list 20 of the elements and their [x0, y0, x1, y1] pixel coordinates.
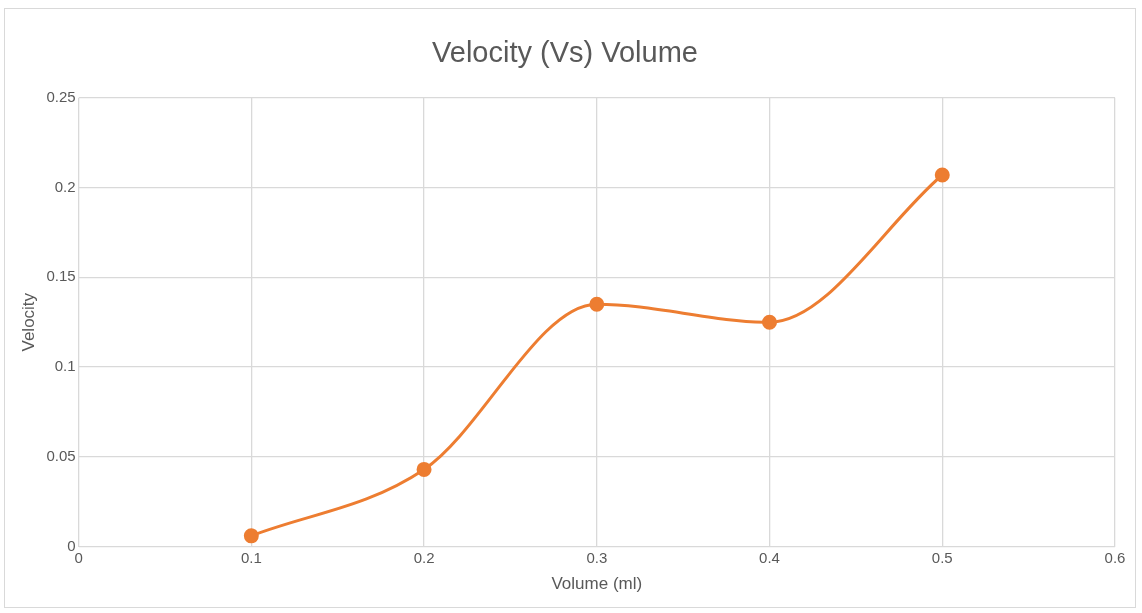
point — [589, 296, 605, 312]
x-tick-label: 0.2 — [413, 548, 435, 566]
x-tick-label: 0.5 — [931, 548, 953, 566]
x-tick-label: 0.1 — [240, 548, 262, 566]
y-tick-label: 0.15 — [46, 267, 76, 285]
chart-title: Velocity (Vs) Volume — [432, 36, 698, 69]
y-tick-label: 0.05 — [46, 446, 76, 464]
point — [762, 314, 778, 330]
x-tick-label: 0.3 — [586, 548, 608, 566]
y-tick-label: 0 — [67, 536, 76, 554]
x-tick-label: 0.4 — [759, 548, 780, 566]
y-tick-label: 0.1 — [54, 357, 76, 375]
point — [416, 461, 432, 477]
y-tick-label: 0.25 — [46, 87, 76, 105]
x-tick-label: 0.6 — [1104, 548, 1126, 566]
x-axis-title: Volume (ml) — [551, 574, 643, 594]
point — [243, 528, 259, 544]
point — [934, 167, 950, 183]
y-axis-title: Velocity — [18, 292, 38, 352]
y-tick-label: 0.2 — [54, 177, 76, 195]
